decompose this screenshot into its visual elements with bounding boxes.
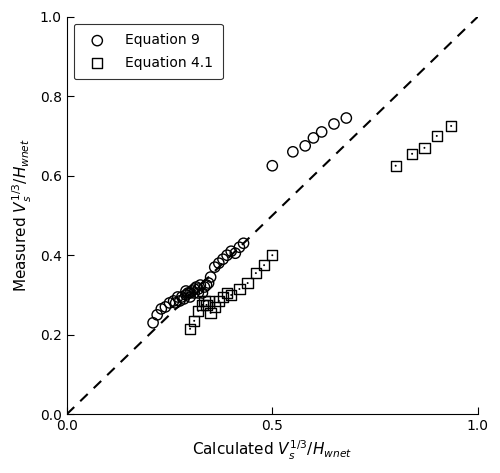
Equation 9 (174, 293, 182, 301)
Equation 9 (192, 283, 200, 291)
Equation 9 (219, 255, 227, 263)
Equation 9 (186, 293, 194, 301)
Equation 4.1 (227, 291, 235, 299)
Equation 4.1 (194, 307, 202, 315)
Equation 4.1 (202, 301, 210, 309)
Equation 4.1 (236, 285, 244, 293)
Point (447, 122, 455, 130)
Equation 9 (301, 142, 309, 149)
Equation 9 (153, 311, 161, 319)
Y-axis label: Measured $V_s^{1/3}/H_{wnet}$: Measured $V_s^{1/3}/H_{wnet}$ (11, 139, 34, 292)
Equation 9 (158, 305, 166, 313)
Point (223, 289, 231, 297)
Equation 9 (182, 287, 190, 295)
Equation 9 (330, 120, 338, 128)
Equation 9 (176, 297, 184, 305)
Equation 4.1 (223, 289, 231, 297)
Equation 4.1 (420, 144, 428, 152)
Equation 4.1 (447, 122, 455, 130)
Point (252, 269, 260, 277)
Equation 9 (227, 247, 235, 255)
Equation 4.1 (260, 262, 268, 269)
Point (408, 150, 416, 158)
Equation 9 (172, 299, 179, 307)
Equation 9 (200, 283, 208, 291)
Equation 4.1 (198, 301, 206, 309)
Point (260, 262, 268, 269)
Equation 9 (194, 285, 202, 293)
Equation 9 (198, 289, 206, 297)
Point (268, 252, 276, 259)
Equation 9 (310, 134, 318, 142)
Point (420, 144, 428, 152)
Equation 9 (196, 281, 204, 289)
Point (392, 162, 400, 169)
Point (236, 285, 244, 293)
Equation 9 (204, 279, 212, 287)
Equation 9 (289, 148, 297, 156)
Point (202, 301, 210, 309)
Equation 4.1 (433, 132, 441, 140)
Equation 9 (166, 299, 173, 307)
Point (433, 132, 441, 140)
Equation 9 (215, 259, 223, 267)
Equation 9 (342, 114, 350, 122)
Equation 9 (194, 289, 202, 297)
Equation 9 (186, 289, 194, 297)
Point (210, 303, 218, 311)
Equation 4.1 (186, 325, 194, 333)
Point (244, 279, 252, 287)
Equation 4.1 (206, 309, 214, 316)
Equation 9 (162, 303, 170, 311)
Point (198, 301, 206, 309)
Equation 9 (210, 263, 218, 271)
Equation 9 (149, 319, 157, 326)
Point (186, 325, 194, 333)
Point (204, 297, 212, 305)
Equation 4.1 (252, 269, 260, 277)
Equation 4.1 (215, 297, 223, 305)
Equation 9 (182, 291, 190, 299)
X-axis label: Calculated $V_s^{1/3}/H_{wnet}$: Calculated $V_s^{1/3}/H_{wnet}$ (192, 438, 352, 462)
Equation 9 (232, 249, 239, 257)
Equation 4.1 (392, 162, 400, 169)
Equation 9 (240, 239, 248, 247)
Equation 9 (202, 281, 210, 289)
Equation 9 (190, 289, 198, 297)
Equation 9 (223, 252, 231, 259)
Point (227, 291, 235, 299)
Equation 9 (178, 293, 186, 301)
Equation 4.1 (219, 293, 227, 301)
Point (200, 297, 208, 305)
Point (194, 307, 202, 315)
Equation 4.1 (190, 317, 198, 324)
Equation 9 (318, 128, 326, 136)
Legend: Equation 9, Equation 4.1: Equation 9, Equation 4.1 (74, 24, 223, 79)
Point (206, 309, 214, 316)
Equation 9 (180, 295, 188, 303)
Equation 9 (236, 244, 244, 251)
Equation 9 (268, 162, 276, 169)
Equation 4.1 (210, 303, 218, 311)
Point (219, 293, 227, 301)
Equation 9 (170, 297, 177, 305)
Equation 4.1 (244, 279, 252, 287)
Point (215, 297, 223, 305)
Equation 9 (190, 285, 198, 293)
Equation 9 (206, 273, 214, 281)
Equation 4.1 (268, 252, 276, 259)
Equation 4.1 (200, 297, 208, 305)
Equation 9 (184, 289, 192, 297)
Equation 9 (188, 287, 196, 295)
Equation 4.1 (204, 297, 212, 305)
Equation 4.1 (408, 150, 416, 158)
Point (190, 317, 198, 324)
